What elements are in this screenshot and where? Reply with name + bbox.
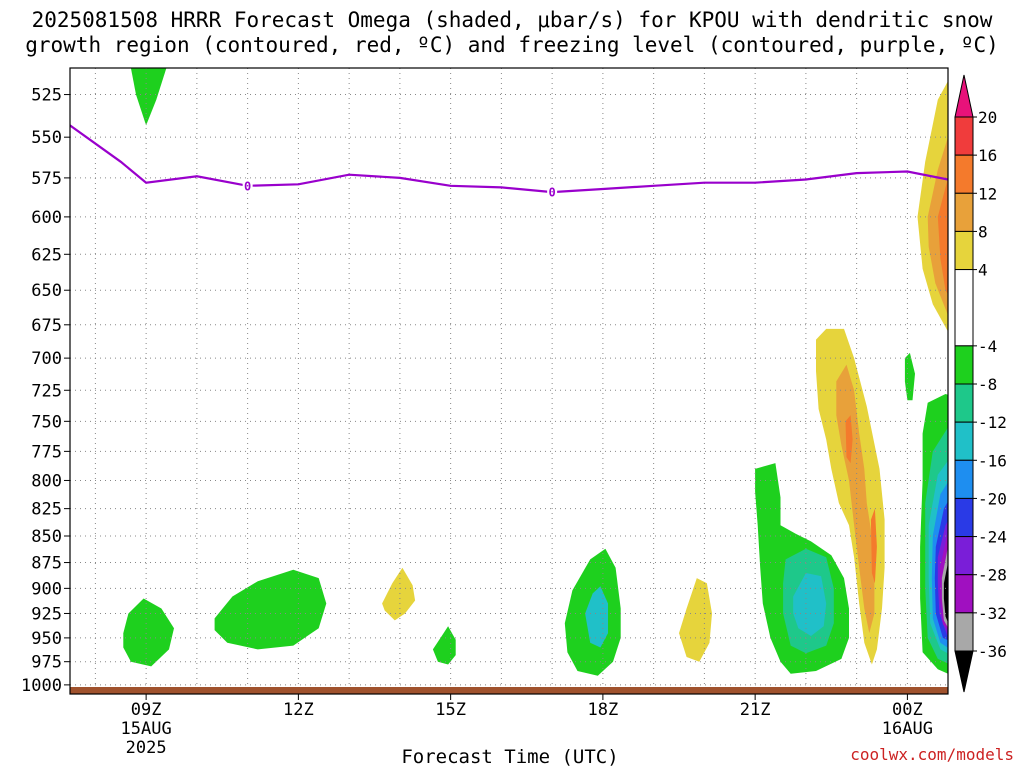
x-tick-label: 12Z <box>283 700 314 720</box>
colorbar-tick-label: -24 <box>978 528 1007 547</box>
colorbar-bin <box>954 574 974 614</box>
omega-region-10 <box>793 573 827 636</box>
colorbar-bin <box>954 383 974 423</box>
colorbar-bin <box>954 497 974 538</box>
freezing-label-bg <box>242 178 253 193</box>
y-tick-label: 850 <box>31 527 62 547</box>
colorbar-bin <box>954 536 974 576</box>
plot-border <box>69 67 949 695</box>
colorbar-tick-label: 4 <box>978 261 988 280</box>
omega-region-1 <box>123 598 174 667</box>
x-tick-year-label: 2025 <box>126 738 167 758</box>
y-tick-label: 675 <box>31 316 62 336</box>
freezing-level-line <box>70 124 948 194</box>
omega-region-7 <box>679 578 712 662</box>
freezing-label-bg <box>547 185 558 200</box>
x-tick-label: 21Z <box>740 700 771 720</box>
colorbar-bin <box>954 116 974 156</box>
y-tick-label: 1000 <box>21 676 62 696</box>
y-tick-label: 575 <box>31 169 62 189</box>
y-tick-label: 775 <box>31 442 62 462</box>
colorbar-bin <box>954 421 974 461</box>
chart-title-line-1: 2025081508 HRRR Forecast Omega (shaded, … <box>32 8 993 32</box>
omega-region-27 <box>943 562 948 623</box>
x-tick-label: 18Z <box>588 700 619 720</box>
y-tick-label: 600 <box>31 208 62 228</box>
y-axis-ticks: 525 550 575 600 625 650 675 700 725 750 775 800 825 8… <box>21 86 70 696</box>
x-tick-label: 00Z <box>892 700 923 720</box>
colorbar-tick-label: 8 <box>978 222 988 241</box>
freezing-level-label: 0 <box>244 179 251 193</box>
y-tick-label: 975 <box>31 653 62 673</box>
colorbar-tick-label: -32 <box>978 604 1007 623</box>
x-tick-label: 15Z <box>435 700 466 720</box>
colorbar-tick-label: 20 <box>978 108 997 127</box>
x-axis-label: Forecast Time (UTC) <box>401 746 618 768</box>
colorbar-bin <box>954 269 974 347</box>
x-tick-label: 09Z <box>131 700 162 720</box>
credit-text: coolwx.com/models <box>850 745 1014 764</box>
y-tick-label: 800 <box>31 471 62 491</box>
colorbar-bin <box>954 154 974 194</box>
colorbar-tick-label: -4 <box>978 337 997 356</box>
omega-region-4 <box>432 626 456 665</box>
y-tick-label: 825 <box>31 500 62 520</box>
y-tick-label: 650 <box>31 281 62 301</box>
colorbar-bin <box>954 192 974 232</box>
y-tick-label: 725 <box>31 381 62 401</box>
colorbar-tick-label: 12 <box>978 184 997 203</box>
colorbar-bin <box>954 612 974 652</box>
ground-surface <box>70 687 948 694</box>
omega-region-3 <box>382 567 416 621</box>
chart-title-line-2: growth region (contoured, red, ºC) and f… <box>25 33 999 57</box>
colorbar-bin <box>954 230 974 271</box>
y-tick-label: 750 <box>31 412 62 432</box>
y-tick-label: 950 <box>31 629 62 649</box>
y-tick-label: 925 <box>31 604 62 624</box>
colorbar-tick-label: -8 <box>978 375 997 394</box>
omega-region-2 <box>214 569 327 650</box>
freezing-level-label: 0 <box>549 186 556 200</box>
colorbar-bottom-arrow <box>954 650 974 693</box>
colorbar-tick-label: -36 <box>978 642 1007 661</box>
y-tick-label: 625 <box>31 245 62 265</box>
colorbar-legend: 20 16 12 8 4 -4 -8 -12 -16 -20 -24 -28 -32 -36 <box>954 74 1007 693</box>
y-tick-label: 550 <box>31 128 62 148</box>
x-tick-date-label: 16AUG <box>882 719 933 739</box>
x-tick-date-label: 15AUG <box>121 719 172 739</box>
y-tick-label: 900 <box>31 579 62 599</box>
colorbar-top-arrow <box>954 74 974 118</box>
omega-region-6 <box>585 586 608 648</box>
colorbar-tick-label: 16 <box>978 146 997 165</box>
omega-region-0 <box>130 68 167 126</box>
omega-region-14 <box>870 508 877 584</box>
colorbar-bin <box>954 459 974 499</box>
colorbar-tick-label: -28 <box>978 566 1007 585</box>
omega-region-18 <box>937 177 948 295</box>
y-tick-label: 875 <box>31 554 62 574</box>
colorbar-bin <box>954 345 974 385</box>
colorbar-tick-label: -12 <box>978 413 1007 432</box>
y-tick-label: 700 <box>31 349 62 369</box>
colorbar-tick-label: -16 <box>978 451 1007 470</box>
y-tick-label: 525 <box>31 86 62 106</box>
colorbar-tick-label: -20 <box>978 489 1007 508</box>
